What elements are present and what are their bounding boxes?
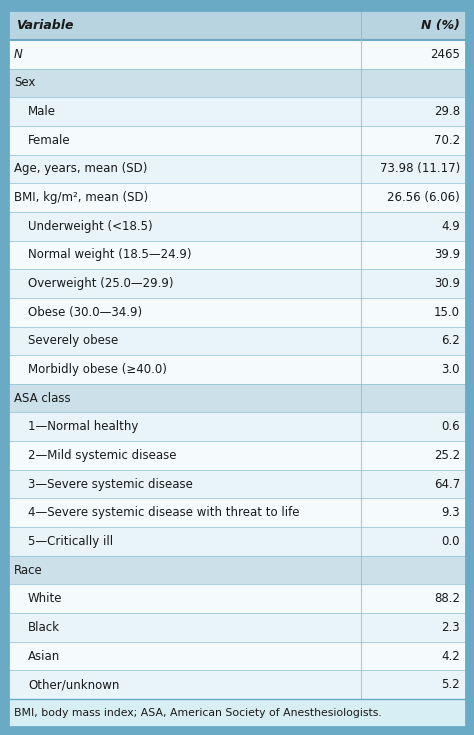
Bar <box>8 699 466 727</box>
Text: ASA class: ASA class <box>14 392 71 405</box>
Bar <box>8 269 466 298</box>
Text: BMI, kg/m², mean (SD): BMI, kg/m², mean (SD) <box>14 191 148 204</box>
Text: Underweight (<18.5): Underweight (<18.5) <box>28 220 153 233</box>
Bar <box>8 68 466 97</box>
Text: 29.8: 29.8 <box>434 105 460 118</box>
Bar <box>8 298 466 326</box>
Text: 15.0: 15.0 <box>434 306 460 319</box>
Bar <box>8 527 466 556</box>
Bar <box>8 613 466 642</box>
Text: Normal weight (18.5—24.9): Normal weight (18.5—24.9) <box>28 248 191 262</box>
Text: 0.6: 0.6 <box>441 420 460 434</box>
Text: 4.2: 4.2 <box>441 650 460 662</box>
Text: Asian: Asian <box>28 650 60 662</box>
Text: 70.2: 70.2 <box>434 134 460 147</box>
Bar <box>8 642 466 670</box>
Text: 26.56 (6.06): 26.56 (6.06) <box>387 191 460 204</box>
Bar <box>8 441 466 470</box>
Bar <box>8 326 466 355</box>
Bar <box>8 670 466 699</box>
Text: 2.3: 2.3 <box>441 621 460 634</box>
Text: 2—Mild systemic disease: 2—Mild systemic disease <box>28 449 176 462</box>
Text: 5.2: 5.2 <box>441 678 460 691</box>
Bar <box>8 183 466 212</box>
Bar <box>8 126 466 154</box>
Bar <box>8 212 466 240</box>
Text: 64.7: 64.7 <box>434 478 460 490</box>
Text: Obese (30.0—34.9): Obese (30.0—34.9) <box>28 306 142 319</box>
Text: 5—Critically ill: 5—Critically ill <box>28 535 113 548</box>
Bar <box>8 97 466 126</box>
Text: 30.9: 30.9 <box>434 277 460 290</box>
Text: 9.3: 9.3 <box>441 506 460 519</box>
Text: Male: Male <box>28 105 56 118</box>
Text: Morbidly obese (≥40.0): Morbidly obese (≥40.0) <box>28 363 167 376</box>
Bar <box>8 40 466 68</box>
Text: 3.0: 3.0 <box>441 363 460 376</box>
Text: 3—Severe systemic disease: 3—Severe systemic disease <box>28 478 193 490</box>
Text: 6.2: 6.2 <box>441 334 460 348</box>
Bar <box>8 355 466 384</box>
Bar <box>8 556 466 584</box>
Text: 2465: 2465 <box>430 48 460 61</box>
Bar <box>8 240 466 269</box>
Text: 4.9: 4.9 <box>441 220 460 233</box>
Text: Overweight (25.0—29.9): Overweight (25.0—29.9) <box>28 277 173 290</box>
Text: N: N <box>14 48 23 61</box>
Text: Sex: Sex <box>14 76 36 90</box>
Text: 0.0: 0.0 <box>441 535 460 548</box>
Bar <box>8 10 466 40</box>
Text: Other/unknown: Other/unknown <box>28 678 119 691</box>
Text: Variable: Variable <box>16 18 73 32</box>
Text: 1—Normal healthy: 1—Normal healthy <box>28 420 138 434</box>
Bar <box>8 384 466 412</box>
Text: 73.98 (11.17): 73.98 (11.17) <box>380 162 460 176</box>
Text: Age, years, mean (SD): Age, years, mean (SD) <box>14 162 147 176</box>
Text: Black: Black <box>28 621 60 634</box>
Bar <box>8 584 466 613</box>
Text: 88.2: 88.2 <box>434 592 460 605</box>
Text: White: White <box>28 592 63 605</box>
Text: BMI, body mass index; ASA, American Society of Anesthesiologists.: BMI, body mass index; ASA, American Soci… <box>14 708 382 718</box>
Text: 4—Severe systemic disease with threat to life: 4—Severe systemic disease with threat to… <box>28 506 300 519</box>
Text: 39.9: 39.9 <box>434 248 460 262</box>
Text: 25.2: 25.2 <box>434 449 460 462</box>
Text: N (%): N (%) <box>421 18 460 32</box>
Text: Severely obese: Severely obese <box>28 334 118 348</box>
Bar <box>8 154 466 183</box>
Bar <box>8 412 466 441</box>
Bar <box>8 498 466 527</box>
Bar <box>8 470 466 498</box>
Text: Female: Female <box>28 134 71 147</box>
Text: Race: Race <box>14 564 43 576</box>
